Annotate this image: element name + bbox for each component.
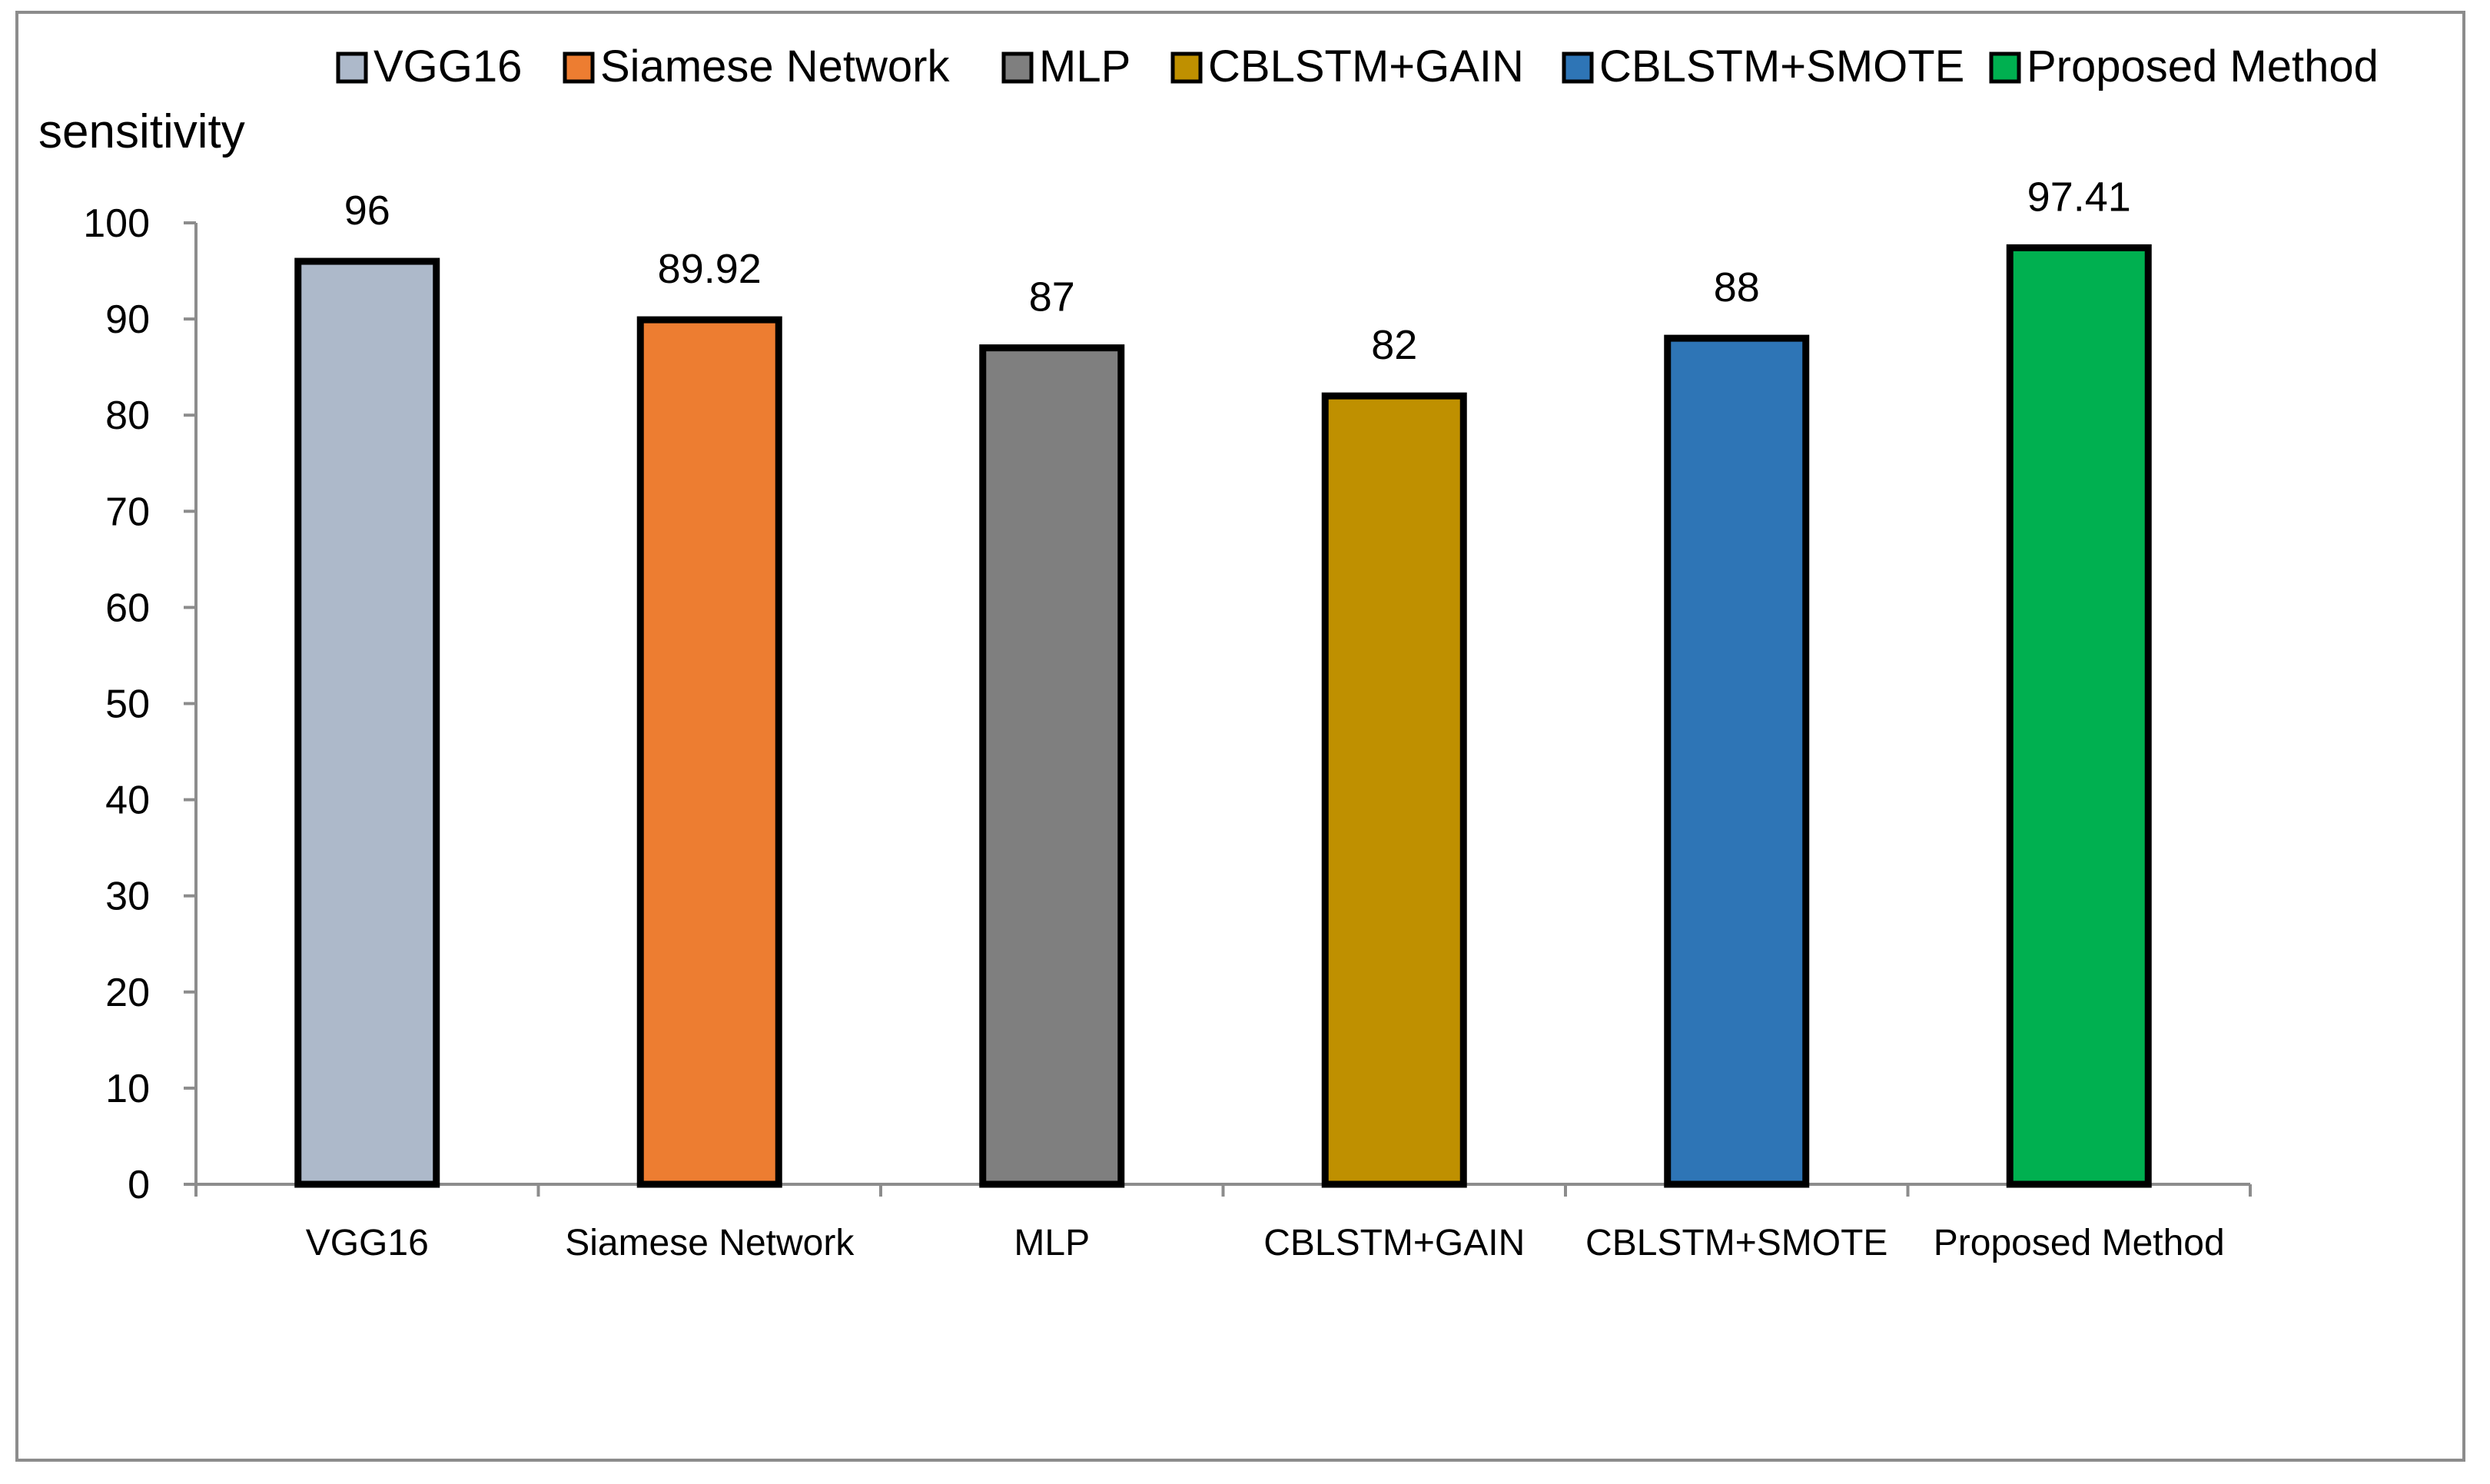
y-axis-label: sensitivity	[38, 105, 245, 158]
legend: VGG16 Siamese Network MLP CBLSTM+GAIN CBLSTM…	[336, 41, 2379, 91]
legend-swatch	[1001, 51, 1034, 84]
y-tick-label: 0	[128, 1163, 150, 1207]
legend-swatch	[1170, 51, 1203, 84]
legend-swatch	[563, 51, 595, 84]
y-ticks: 0 10 20 30 40 50 60 70 80 90 100	[83, 201, 196, 1207]
y-tick-label: 50	[105, 682, 150, 727]
legend-swatch	[1562, 51, 1594, 84]
x-tick-label: VGG16	[306, 1223, 429, 1263]
bar	[1664, 334, 1810, 1188]
bar	[294, 257, 440, 1188]
legend-swatch	[336, 51, 368, 84]
bar	[979, 344, 1125, 1188]
x-ticks: VGG16 Siamese Network MLP CBLSTM+GAIN CBLSTM…	[306, 1223, 2225, 1263]
legend-entry: Siamese Network	[600, 41, 950, 91]
bars	[294, 244, 2152, 1188]
data-label: 88	[1714, 264, 1760, 310]
y-tick-label: 100	[83, 201, 150, 246]
y-tick-label: 90	[105, 297, 150, 342]
legend-entry: CBLSTM+GAIN	[1208, 41, 1524, 91]
data-label: 97.41	[2027, 174, 2131, 220]
data-label: 89.92	[658, 246, 762, 292]
axes	[194, 223, 2252, 1197]
legend-entry: Proposed Method	[2027, 41, 2379, 91]
bar	[1321, 392, 1467, 1188]
legend-entry: MLP	[1039, 41, 1130, 91]
x-tick-label: CBLSTM+GAIN	[1263, 1223, 1525, 1263]
y-tick-label: 60	[105, 586, 150, 630]
x-tick-label: Siamese Network	[565, 1223, 855, 1263]
data-label: 96	[344, 188, 390, 234]
legend-swatch	[1989, 51, 2021, 84]
bar	[636, 316, 782, 1188]
x-tick-label: Proposed Method	[1934, 1223, 2225, 1263]
legend-entry: CBLSTM+SMOTE	[1599, 41, 1964, 91]
value-labels: 96 89.92 87 82 88 97.41	[344, 174, 2131, 368]
y-tick-label: 20	[105, 971, 150, 1015]
y-tick-label: 70	[105, 490, 150, 534]
x-tick-label: CBLSTM+SMOTE	[1585, 1223, 1887, 1263]
y-tick-label: 30	[105, 875, 150, 919]
bar	[2006, 244, 2152, 1188]
y-tick-label: 10	[105, 1067, 150, 1111]
legend-entry: VGG16	[374, 41, 522, 91]
y-tick-label: 40	[105, 779, 150, 823]
y-tick-label: 80	[105, 393, 150, 438]
data-label: 82	[1371, 322, 1417, 368]
data-label: 87	[1029, 274, 1075, 320]
x-tick-label: MLP	[1014, 1223, 1090, 1263]
